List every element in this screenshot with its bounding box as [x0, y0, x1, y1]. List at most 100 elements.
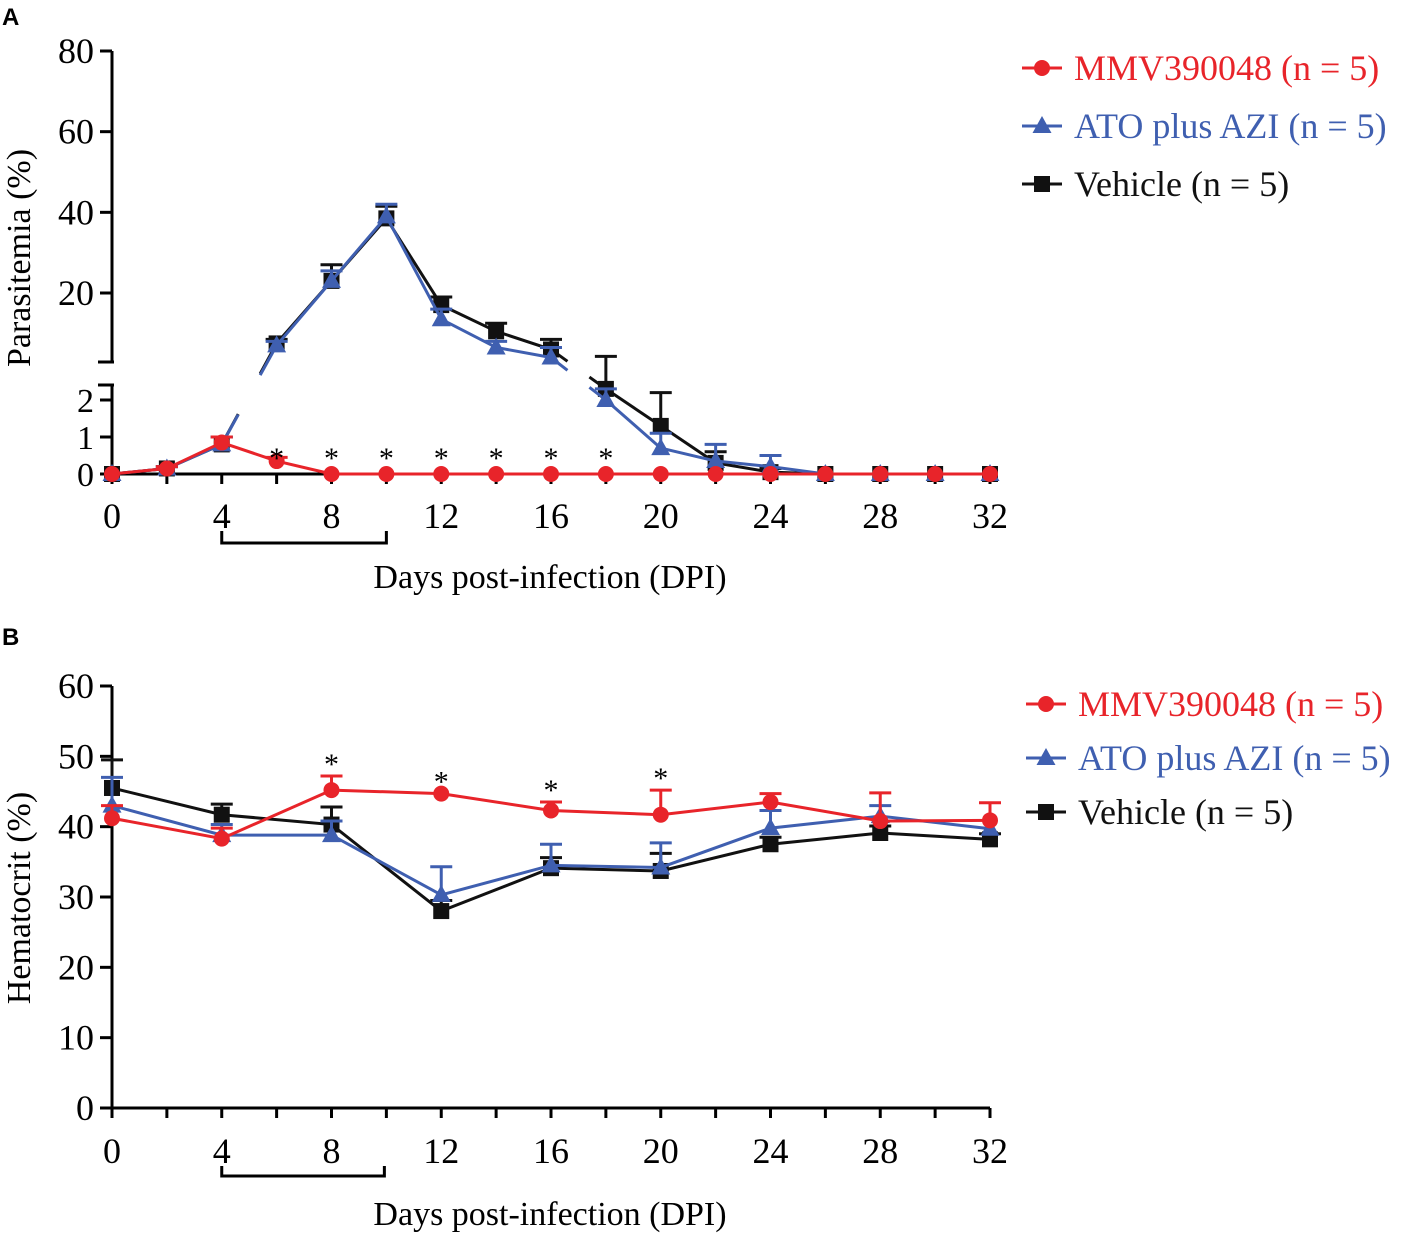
point-mmv — [707, 466, 724, 482]
point-mmv — [982, 812, 998, 829]
point-mmv — [927, 466, 944, 482]
point-ato — [322, 270, 341, 288]
panel-b-series — [101, 758, 1001, 920]
significance-asterisk: * — [324, 442, 339, 475]
point-mmv — [652, 466, 669, 482]
point-mmv — [323, 466, 340, 482]
point-ato — [761, 818, 780, 836]
significance-asterisk: * — [379, 442, 394, 475]
point-mmv — [872, 813, 889, 830]
x-tick-label: 4 — [213, 496, 231, 536]
treatment-bracket — [220, 1166, 386, 1178]
legend-marker-mmv — [1038, 696, 1054, 712]
panel-b-x-axis-label: Days post-infection (DPI) — [373, 1196, 726, 1233]
point-mmv — [597, 466, 614, 482]
series-line-mmv — [221, 441, 278, 463]
legend-item-mmv: MMV390048 (n = 5) — [1022, 48, 1379, 88]
panel-b-y-axis-label: Hematocrit (%) — [1, 792, 38, 1004]
y-tick-label: 0 — [76, 1088, 94, 1128]
y-tick-label: 40 — [58, 807, 94, 847]
y-tick-label: 1 — [77, 420, 94, 457]
point-veh — [652, 417, 669, 434]
point-ato — [541, 855, 561, 873]
significance-asterisk: * — [544, 442, 559, 475]
treatment-bracket — [220, 531, 388, 545]
series-line-veh — [605, 387, 662, 428]
panel-a-x-ticks: 0 4 8 12 16 20 24 28 32 — [103, 474, 1008, 536]
y-tick-label: 40 — [58, 192, 94, 232]
point-mmv — [543, 802, 559, 819]
panel-b-significance-markers: * * * * — [324, 748, 668, 807]
x-tick-label: 24 — [753, 1131, 789, 1171]
y-tick-label: 0 — [77, 457, 94, 494]
point-veh — [213, 806, 230, 823]
x-tick-label: 0 — [103, 496, 121, 536]
panel-b-y-ticks: 0 10 20 30 40 50 60 — [58, 666, 112, 1128]
panel-a-treatment-bracket — [220, 531, 388, 545]
series-line-ato — [495, 345, 552, 360]
panel-b-axes — [110, 686, 990, 1110]
legend-marker-mmv — [1034, 60, 1050, 76]
legend-label-mmv: MMV390048 (n = 5) — [1078, 684, 1383, 724]
point-mmv — [488, 466, 505, 482]
panel-b-hematocrit-chart: B 0 10 20 30 40 50 60 0 4 8 12 16 20 24 28 32 * * * * Hem… — [1, 624, 1391, 1233]
x-tick-label: 12 — [423, 1131, 459, 1171]
series-line-mmv — [111, 466, 168, 476]
series-line-mmv — [276, 459, 332, 476]
series-line-veh — [715, 461, 771, 474]
point-ato — [267, 335, 287, 353]
point-mmv — [158, 460, 175, 477]
significance-asterisk: * — [324, 748, 339, 781]
x-tick-label: 16 — [533, 1131, 569, 1171]
legend-marker-ato — [1036, 748, 1056, 765]
x-tick-label: 8 — [323, 496, 341, 536]
x-tick-label: 32 — [972, 1131, 1008, 1171]
y-tick-label: 80 — [58, 31, 94, 71]
panel-a-x-axis-label: Days post-infection (DPI) — [373, 559, 726, 596]
point-ato — [651, 857, 671, 875]
legend-label-veh: Vehicle (n = 5) — [1074, 164, 1289, 204]
panel-a-significance-markers: * * * * * * * — [269, 442, 613, 475]
panel-a-legend: MMV390048 (n = 5) ATO plus AZI (n = 5) Veh… — [1022, 48, 1387, 204]
point-mmv — [104, 466, 120, 482]
legend-item-ato: ATO plus AZI (n = 5) — [1026, 738, 1391, 778]
point-mmv — [817, 466, 834, 482]
legend-item-veh: Vehicle (n = 5) — [1022, 164, 1289, 204]
point-mmv — [213, 830, 230, 847]
legend-label-ato: ATO plus AZI (n = 5) — [1074, 106, 1387, 146]
series-line-ato — [660, 446, 716, 463]
y-tick-label: 20 — [58, 947, 94, 987]
panel-a-series — [102, 202, 1000, 482]
series-line-mmv — [166, 441, 223, 470]
x-tick-label: 12 — [423, 496, 459, 536]
point-veh — [488, 323, 505, 340]
significance-asterisk: * — [653, 762, 668, 795]
series-mmv — [104, 434, 998, 482]
panel-b-x-ticks: 0 4 8 12 16 20 24 28 32 — [103, 1108, 1008, 1171]
point-mmv — [323, 782, 340, 799]
panel-b-legend: MMV390048 (n = 5) ATO plus AZI (n = 5) Veh… — [1026, 684, 1391, 832]
point-mmv — [213, 434, 230, 451]
point-ato — [541, 347, 561, 365]
panel-b-treatment-bracket — [220, 1166, 386, 1178]
point-veh — [762, 836, 779, 853]
y-tick-label: 60 — [58, 666, 94, 706]
panel-label-a: A — [2, 4, 19, 31]
y-tick-label: 2 — [77, 383, 94, 420]
x-tick-label: 32 — [972, 496, 1008, 536]
point-mmv — [104, 810, 120, 827]
significance-asterisk: * — [598, 442, 613, 475]
point-ato — [376, 206, 396, 224]
point-mmv — [762, 466, 779, 482]
point-ato — [322, 825, 341, 843]
x-tick-label: 8 — [323, 1131, 341, 1171]
legend-item-ato: ATO plus AZI (n = 5) — [1022, 106, 1387, 146]
panel-a-axes — [98, 51, 990, 476]
series-line-ato — [275, 279, 333, 347]
x-tick-label: 28 — [862, 1131, 898, 1171]
point-mmv — [872, 466, 889, 482]
series-line-ato — [604, 398, 662, 450]
point-mmv — [378, 466, 395, 482]
point-ato — [651, 438, 671, 456]
legend-label-ato: ATO plus AZI (n = 5) — [1078, 738, 1391, 778]
